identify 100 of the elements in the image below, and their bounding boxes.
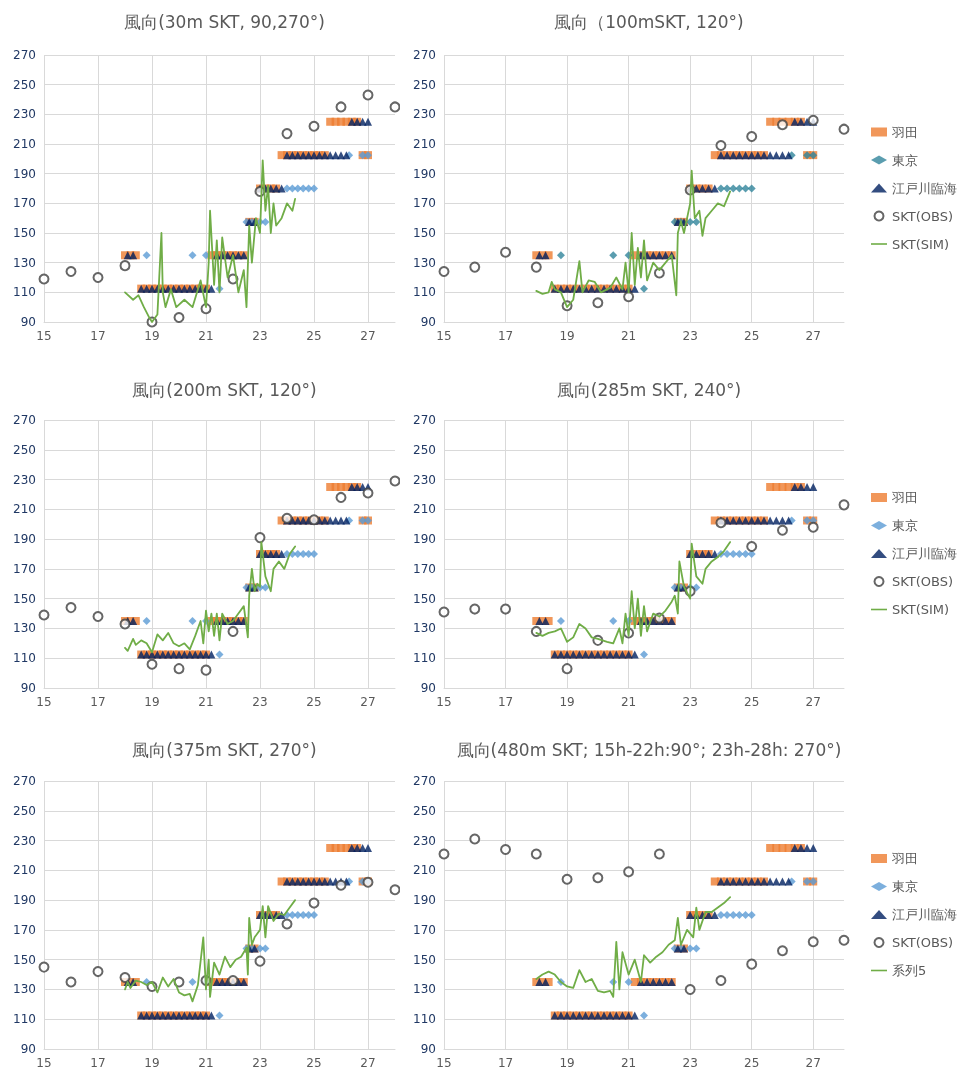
y-tick-label: 210 bbox=[13, 863, 36, 878]
y-tick-label: 190 bbox=[413, 166, 436, 181]
y-tick-label: 270 bbox=[413, 774, 436, 788]
y-tick-label: 210 bbox=[413, 137, 436, 151]
y-tick-label: 230 bbox=[413, 107, 436, 122]
x-tick-label: 23 bbox=[682, 329, 698, 343]
legend-label: 系列5 bbox=[892, 963, 927, 978]
x-tick-label: 19 bbox=[559, 695, 575, 709]
legend-label: 東京 bbox=[892, 879, 918, 894]
y-tick-label: 150 bbox=[413, 952, 436, 967]
x-tick-label: 25 bbox=[306, 1056, 322, 1070]
x-tick-label: 27 bbox=[360, 1056, 376, 1070]
y-tick-label: 170 bbox=[413, 196, 436, 211]
y-tick-label: 130 bbox=[13, 255, 36, 270]
y-tick-label: 250 bbox=[413, 77, 436, 92]
y-tick-label: 190 bbox=[413, 532, 436, 547]
legend-label: 東京 bbox=[892, 518, 918, 533]
y-tick-label: 190 bbox=[413, 893, 436, 908]
y-tick-label: 90 bbox=[20, 1042, 36, 1056]
x-tick-label: 15 bbox=[436, 1056, 452, 1070]
chart-title: 風向(200m SKT, 120°) bbox=[132, 379, 317, 400]
x-tick-label: 17 bbox=[497, 329, 514, 343]
y-tick-label: 270 bbox=[13, 413, 36, 427]
x-tick-label: 23 bbox=[682, 1056, 698, 1070]
y-tick-label: 210 bbox=[413, 502, 436, 517]
y-tick-label: 170 bbox=[13, 922, 36, 937]
x-tick-label: 25 bbox=[744, 695, 760, 709]
y-tick-label: 150 bbox=[13, 591, 36, 606]
y-tick-label: 210 bbox=[413, 863, 436, 878]
y-tick-label: 250 bbox=[13, 442, 36, 457]
y-tick-label: 170 bbox=[13, 561, 36, 576]
x-tick-label: 23 bbox=[252, 329, 268, 343]
legend-label: SKT(SIM) bbox=[892, 236, 950, 252]
x-tick-label: 21 bbox=[620, 695, 637, 709]
y-tick-label: 190 bbox=[13, 166, 36, 181]
y-tick-label: 170 bbox=[413, 922, 436, 937]
x-tick-label: 15 bbox=[36, 329, 52, 343]
y-tick-label: 90 bbox=[420, 1042, 436, 1056]
y-tick-label: 90 bbox=[20, 315, 36, 329]
x-tick-label: 27 bbox=[805, 695, 821, 709]
x-tick-label: 15 bbox=[436, 329, 452, 343]
y-tick-label: 130 bbox=[413, 621, 436, 636]
y-tick-label: 150 bbox=[413, 591, 436, 606]
x-tick-label: 23 bbox=[252, 695, 268, 709]
x-tick-label: 21 bbox=[198, 329, 214, 343]
x-tick-label: 19 bbox=[559, 329, 575, 343]
x-tick-label: 15 bbox=[36, 1056, 52, 1070]
x-tick-label: 25 bbox=[744, 1056, 760, 1070]
x-tick-label: 17 bbox=[90, 695, 106, 709]
y-tick-label: 90 bbox=[420, 681, 436, 695]
chart-title: 風向(375m SKT, 270°) bbox=[132, 739, 317, 760]
chart-title: 風向(480m SKT; 15h-22h:90°; 23h-28h: 270°) bbox=[456, 739, 842, 760]
legend-label: SKT(OBS) bbox=[892, 935, 954, 950]
legend-label: 江戸川臨海 bbox=[892, 180, 957, 196]
chart-title: 風向(285m SKT, 240°) bbox=[556, 379, 742, 400]
y-tick-label: 210 bbox=[13, 137, 36, 151]
legend-label: SKT(OBS) bbox=[892, 208, 954, 224]
legend-label: 羽田 bbox=[891, 851, 918, 866]
x-tick-label: 25 bbox=[306, 695, 322, 709]
y-tick-label: 110 bbox=[413, 285, 436, 300]
x-tick-label: 21 bbox=[198, 1056, 214, 1070]
y-tick-label: 230 bbox=[13, 472, 36, 487]
x-tick-label: 23 bbox=[682, 695, 698, 709]
x-tick-label: 21 bbox=[198, 695, 214, 709]
chart-title: 風向(30m SKT, 90,270°) bbox=[124, 11, 325, 32]
y-tick-label: 270 bbox=[13, 48, 36, 62]
legend-label: 江戸川臨海 bbox=[892, 546, 957, 561]
x-tick-label: 15 bbox=[436, 695, 452, 709]
y-tick-label: 230 bbox=[413, 833, 436, 848]
y-tick-label: 110 bbox=[413, 1012, 436, 1027]
x-tick-label: 27 bbox=[360, 695, 376, 709]
y-tick-label: 190 bbox=[13, 893, 36, 908]
y-tick-label: 110 bbox=[13, 1012, 36, 1027]
y-tick-label: 130 bbox=[13, 982, 36, 997]
y-tick-label: 150 bbox=[413, 226, 436, 240]
x-tick-label: 27 bbox=[805, 329, 821, 343]
y-tick-label: 250 bbox=[413, 442, 436, 457]
y-tick-label: 250 bbox=[13, 77, 36, 92]
x-tick-label: 25 bbox=[306, 329, 322, 343]
x-tick-label: 21 bbox=[620, 1056, 637, 1070]
legend-label: SKT(OBS) bbox=[892, 574, 954, 589]
x-tick-label: 19 bbox=[559, 1056, 575, 1070]
y-tick-label: 130 bbox=[13, 621, 36, 636]
y-tick-label: 110 bbox=[13, 651, 36, 666]
y-tick-label: 230 bbox=[413, 472, 436, 487]
y-tick-label: 270 bbox=[413, 413, 436, 427]
y-tick-label: 190 bbox=[13, 532, 36, 547]
x-tick-label: 27 bbox=[360, 329, 376, 343]
x-tick-label: 27 bbox=[805, 1056, 821, 1070]
y-tick-label: 150 bbox=[13, 226, 36, 240]
x-tick-label: 17 bbox=[90, 1056, 106, 1070]
y-tick-label: 210 bbox=[13, 502, 36, 517]
x-tick-label: 17 bbox=[90, 329, 106, 343]
legend-label: 江戸川臨海 bbox=[892, 907, 957, 922]
legend-label: 羽田 bbox=[891, 490, 918, 505]
x-tick-label: 17 bbox=[497, 695, 514, 709]
x-tick-label: 17 bbox=[497, 1056, 514, 1070]
y-tick-label: 90 bbox=[420, 315, 436, 329]
y-tick-label: 270 bbox=[13, 774, 36, 788]
x-tick-label: 21 bbox=[620, 329, 637, 343]
